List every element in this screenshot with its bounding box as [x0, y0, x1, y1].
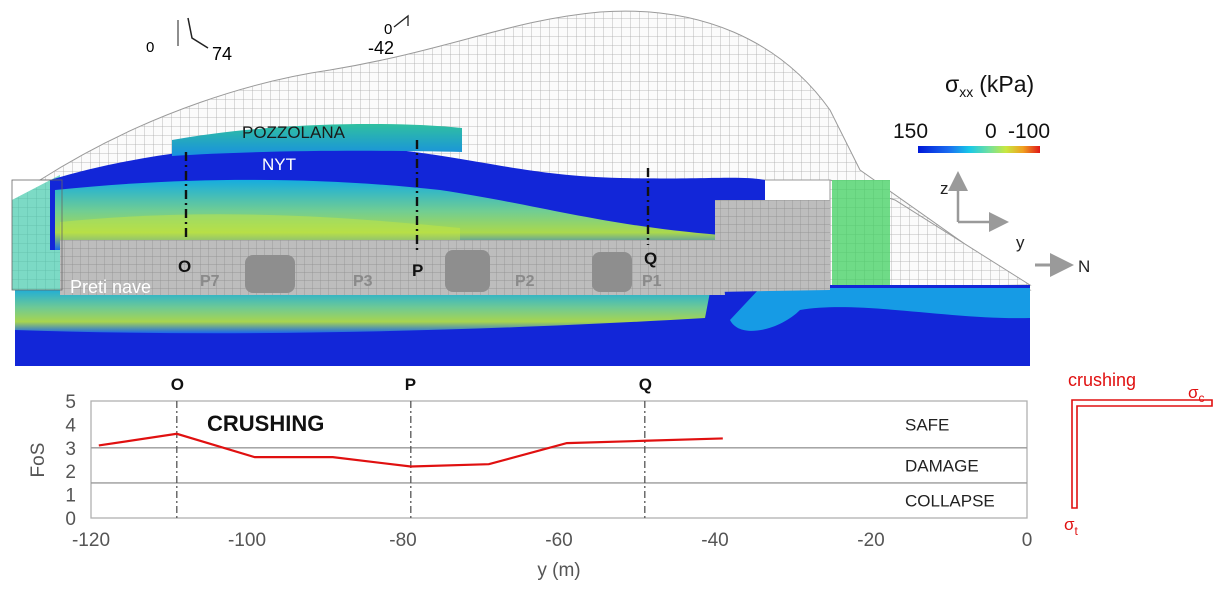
- x-tick-0: -120: [72, 530, 110, 551]
- inset-sigma-c-symbol: σ: [1188, 383, 1199, 402]
- inset-sigma-t-sub: t: [1075, 524, 1079, 538]
- mesh-mound: [38, 10, 1032, 291]
- model-section-lines: [184, 140, 650, 250]
- stress-base-band: [15, 287, 710, 334]
- zone-label-collapse: COLLAPSE: [905, 491, 995, 510]
- y-tick-5: 5: [65, 392, 76, 413]
- pillar-label-p7: P7: [200, 273, 220, 290]
- y-tick-0: 0: [65, 509, 76, 530]
- area-label-preti-nave: Preti nave: [70, 277, 151, 297]
- north-label: N: [1078, 257, 1090, 276]
- model-section-q: Q: [644, 249, 657, 268]
- legend-unit: (kPa): [979, 71, 1034, 97]
- legend-sigma: σ: [945, 71, 959, 97]
- model-section-o: O: [178, 257, 191, 276]
- orientation-mark-2-value: 0: [384, 21, 392, 38]
- inset-sigma-c: σc: [1188, 383, 1205, 405]
- model-section-p: P: [412, 261, 423, 280]
- pillar-label-p2: P2: [515, 273, 535, 290]
- stress-section-band: [55, 179, 720, 250]
- section-label-q: Q: [639, 375, 652, 394]
- y-axis-label: FoS: [28, 443, 49, 478]
- crushing-annotation: CRUSHING: [207, 411, 324, 436]
- inset-sigma-t-symbol: σ: [1064, 515, 1075, 534]
- section-label-o: O: [171, 375, 184, 394]
- legend-tick-150: 150: [893, 120, 928, 143]
- legend-tick-neg100: -100: [1008, 120, 1050, 143]
- orientation-mark-1-value: 0: [146, 39, 154, 56]
- plot-frame: [90, 400, 1028, 519]
- y-tick-3: 3: [65, 439, 76, 460]
- pillar-label-p1: P1: [642, 273, 662, 290]
- y-tick-1: 1: [65, 486, 76, 507]
- inset-envelope: [1071, 399, 1213, 509]
- layer-label-nyt: NYT: [262, 155, 296, 174]
- y-tick-4: 4: [65, 415, 76, 436]
- crushing-inset: crushing σc σt: [1064, 370, 1213, 538]
- orientation-mark-2: 0 -42: [368, 14, 409, 58]
- legend-tick-0: 0: [985, 120, 997, 143]
- zone-label-safe: SAFE: [905, 415, 949, 434]
- inset-sigma-c-sub: c: [1199, 391, 1205, 405]
- y-tick-2: 2: [65, 462, 76, 483]
- section-label-p: P: [405, 375, 416, 394]
- pozzolana-strip: [172, 124, 462, 156]
- zone-label-damage: DAMAGE: [905, 456, 979, 475]
- cavity: [60, 240, 725, 295]
- inset-title: crushing: [1068, 370, 1136, 390]
- x-tick-4: -40: [701, 530, 728, 551]
- x-axis-label: y (m): [537, 560, 580, 581]
- stress-base-right: [730, 288, 1030, 331]
- cavity-right: [715, 200, 830, 292]
- tuff-model: [11, 10, 1032, 366]
- x-tick-5: -20: [857, 530, 884, 551]
- axis-glyph-y: y: [1016, 233, 1025, 252]
- axes-glyph: z y N: [940, 171, 1090, 277]
- inset-sigma-t: σt: [1064, 515, 1079, 538]
- legend-subscript: xx: [959, 84, 973, 100]
- x-tick-2: -80: [389, 530, 416, 551]
- x-tick-3: -60: [545, 530, 572, 551]
- orientation-mark-1-angle: 74: [212, 44, 232, 64]
- pillar-shapes: [245, 250, 632, 293]
- legend-colorbar: [918, 146, 1040, 153]
- orientation-mark-1: 0 74: [146, 17, 232, 64]
- stress-legend: σxx (kPa) 150 0 -100: [893, 71, 1050, 153]
- x-tick-6: 0: [1022, 530, 1033, 551]
- axis-glyph-z: z: [940, 179, 949, 198]
- legend-title: σxx (kPa): [945, 71, 1034, 100]
- x-tick-1: -100: [228, 530, 266, 551]
- layer-label-pozzolana: POZZOLANA: [242, 123, 346, 142]
- pillar-label-p3: P3: [353, 273, 373, 290]
- orientation-mark-2-angle: -42: [368, 38, 394, 58]
